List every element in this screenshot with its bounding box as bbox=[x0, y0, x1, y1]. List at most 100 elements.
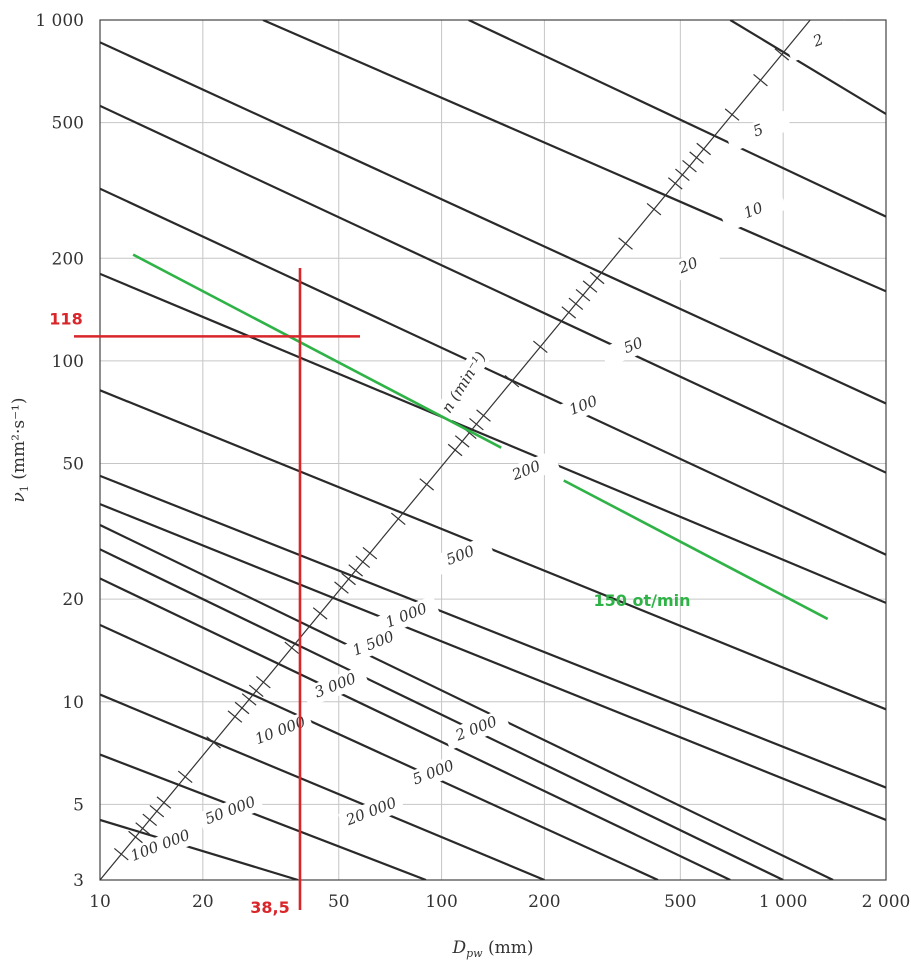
speed-axis-tick bbox=[618, 237, 633, 250]
curve-label-bg bbox=[197, 790, 265, 833]
speed-axis-tick bbox=[256, 676, 271, 689]
speed-curve bbox=[100, 753, 427, 880]
speed-axis-tick bbox=[390, 512, 406, 525]
speed-axis-tick bbox=[135, 822, 150, 835]
speed-axis-tick bbox=[149, 805, 165, 818]
curve-label-bg bbox=[443, 708, 511, 751]
curve-label-bg bbox=[785, 20, 853, 63]
speed-curve bbox=[100, 104, 886, 474]
curve-label-bg bbox=[127, 825, 195, 868]
curve-label-bg bbox=[493, 450, 561, 493]
speed-curve bbox=[100, 41, 886, 405]
speed-curve bbox=[729, 20, 886, 115]
speed-axis-tick bbox=[689, 151, 704, 164]
y-tick-label: 500 bbox=[52, 114, 84, 134]
speed-axis-tick bbox=[504, 375, 520, 388]
speed-axis-tick bbox=[177, 770, 193, 783]
speed-curve bbox=[100, 389, 886, 711]
speed-axis-tick bbox=[589, 271, 605, 285]
speed-axis-tick bbox=[682, 160, 697, 173]
speed-axis-tick bbox=[667, 177, 683, 190]
x-tick-label: 50 bbox=[328, 892, 350, 912]
speed-axis-tick bbox=[241, 693, 257, 706]
speed-axis-tick bbox=[582, 280, 598, 293]
y-tick-label: 1 000 bbox=[35, 11, 84, 31]
curve-label-bg bbox=[340, 623, 408, 666]
speed-axis-tick bbox=[696, 142, 712, 156]
speed-axis-tick bbox=[142, 813, 158, 826]
curve-label-bg bbox=[400, 752, 468, 795]
speed-axis-tick bbox=[362, 547, 378, 560]
y-axis-title: ν1 (mm²·s⁻¹) bbox=[9, 398, 31, 503]
speed-axis-tick bbox=[234, 701, 250, 715]
curve-label-bg bbox=[302, 665, 370, 708]
operating-curve-segment bbox=[563, 479, 829, 621]
speed-axis-tick bbox=[476, 409, 491, 422]
speed-curve bbox=[468, 20, 886, 218]
y-tick-label: 10 bbox=[62, 693, 84, 713]
y-axis-title-unit: (mm²·s⁻¹) bbox=[9, 398, 29, 486]
speed-axis-tick bbox=[156, 796, 172, 809]
crosshair-x-label: 38,5 bbox=[250, 898, 289, 917]
speed-axis-tick bbox=[675, 168, 690, 181]
speed-axis-tick bbox=[533, 340, 548, 353]
y-tick-label: 3 bbox=[73, 871, 84, 891]
x-tick-label: 2 000 bbox=[862, 892, 911, 912]
speed-curve bbox=[262, 20, 886, 293]
speed-axis-tick bbox=[469, 418, 484, 431]
y-tick-label: 20 bbox=[62, 590, 84, 610]
speed-axis-tick bbox=[724, 108, 740, 121]
speed-axis-tick bbox=[355, 555, 371, 568]
speed-axis-tick bbox=[753, 74, 768, 87]
x-tick-label: 10 bbox=[89, 892, 111, 912]
speed-axis-tick bbox=[312, 607, 328, 620]
speed-curve bbox=[100, 693, 545, 880]
x-axis-title-main: D bbox=[451, 938, 466, 958]
y-tick-label: 200 bbox=[52, 249, 84, 269]
curve-label-bg bbox=[427, 535, 495, 578]
x-axis-title-unit: (mm) bbox=[483, 938, 534, 958]
curve-label-bg bbox=[338, 791, 406, 834]
x-tick-labels: 10 20 50 100 200 500 1 000 2 000 bbox=[89, 892, 910, 912]
y-tick-label: 50 bbox=[62, 454, 84, 474]
speed-curve bbox=[100, 548, 784, 880]
speed-axis-tick bbox=[419, 478, 435, 491]
speed-axis-tick bbox=[113, 848, 129, 861]
speed-curve bbox=[100, 503, 886, 821]
speed-axis-tick bbox=[128, 830, 143, 844]
curve-label-bg bbox=[247, 710, 315, 753]
x-tick-label: 200 bbox=[528, 892, 560, 912]
speed-axis-tick bbox=[774, 48, 790, 61]
y-tick-label: 100 bbox=[52, 352, 84, 372]
curve-label-bg bbox=[720, 190, 788, 233]
speed-axis-tick bbox=[227, 710, 243, 723]
y-axis-title-main: ν bbox=[9, 492, 29, 502]
x-tick-label: 500 bbox=[664, 892, 696, 912]
speed-axis-tick bbox=[568, 297, 584, 310]
x-tick-label: 1 000 bbox=[759, 892, 808, 912]
annotations: 150 ot/min 118 38,5 bbox=[49, 253, 829, 917]
curve-label: 50 bbox=[621, 333, 646, 357]
crosshair-y-label: 118 bbox=[49, 309, 82, 328]
y-tick-labels: 3 5 10 20 50 100 200 500 1 000 bbox=[35, 11, 84, 891]
operating-curve-label: 150 ot/min bbox=[594, 591, 691, 610]
speed-axis-tick bbox=[575, 289, 591, 302]
operating-curve-segment bbox=[132, 253, 502, 449]
grid bbox=[99, 19, 887, 881]
speed-axis-tick bbox=[284, 641, 300, 654]
speed-curve bbox=[100, 272, 886, 604]
speed-axis-tick bbox=[561, 306, 577, 319]
speed-axis-tick bbox=[348, 564, 364, 577]
speed-curve bbox=[100, 818, 299, 880]
speed-axis-tick bbox=[646, 203, 662, 216]
speed-axis-tick bbox=[248, 684, 264, 697]
speed-axis: n (min⁻¹) bbox=[100, 20, 811, 880]
curve-label-bg bbox=[725, 110, 793, 153]
speed-curve bbox=[100, 187, 886, 556]
curve-label-bg bbox=[600, 325, 668, 368]
y-tick-label: 5 bbox=[73, 795, 84, 815]
speed-axis-tick bbox=[206, 736, 221, 749]
speed-axis-tick bbox=[334, 581, 349, 594]
